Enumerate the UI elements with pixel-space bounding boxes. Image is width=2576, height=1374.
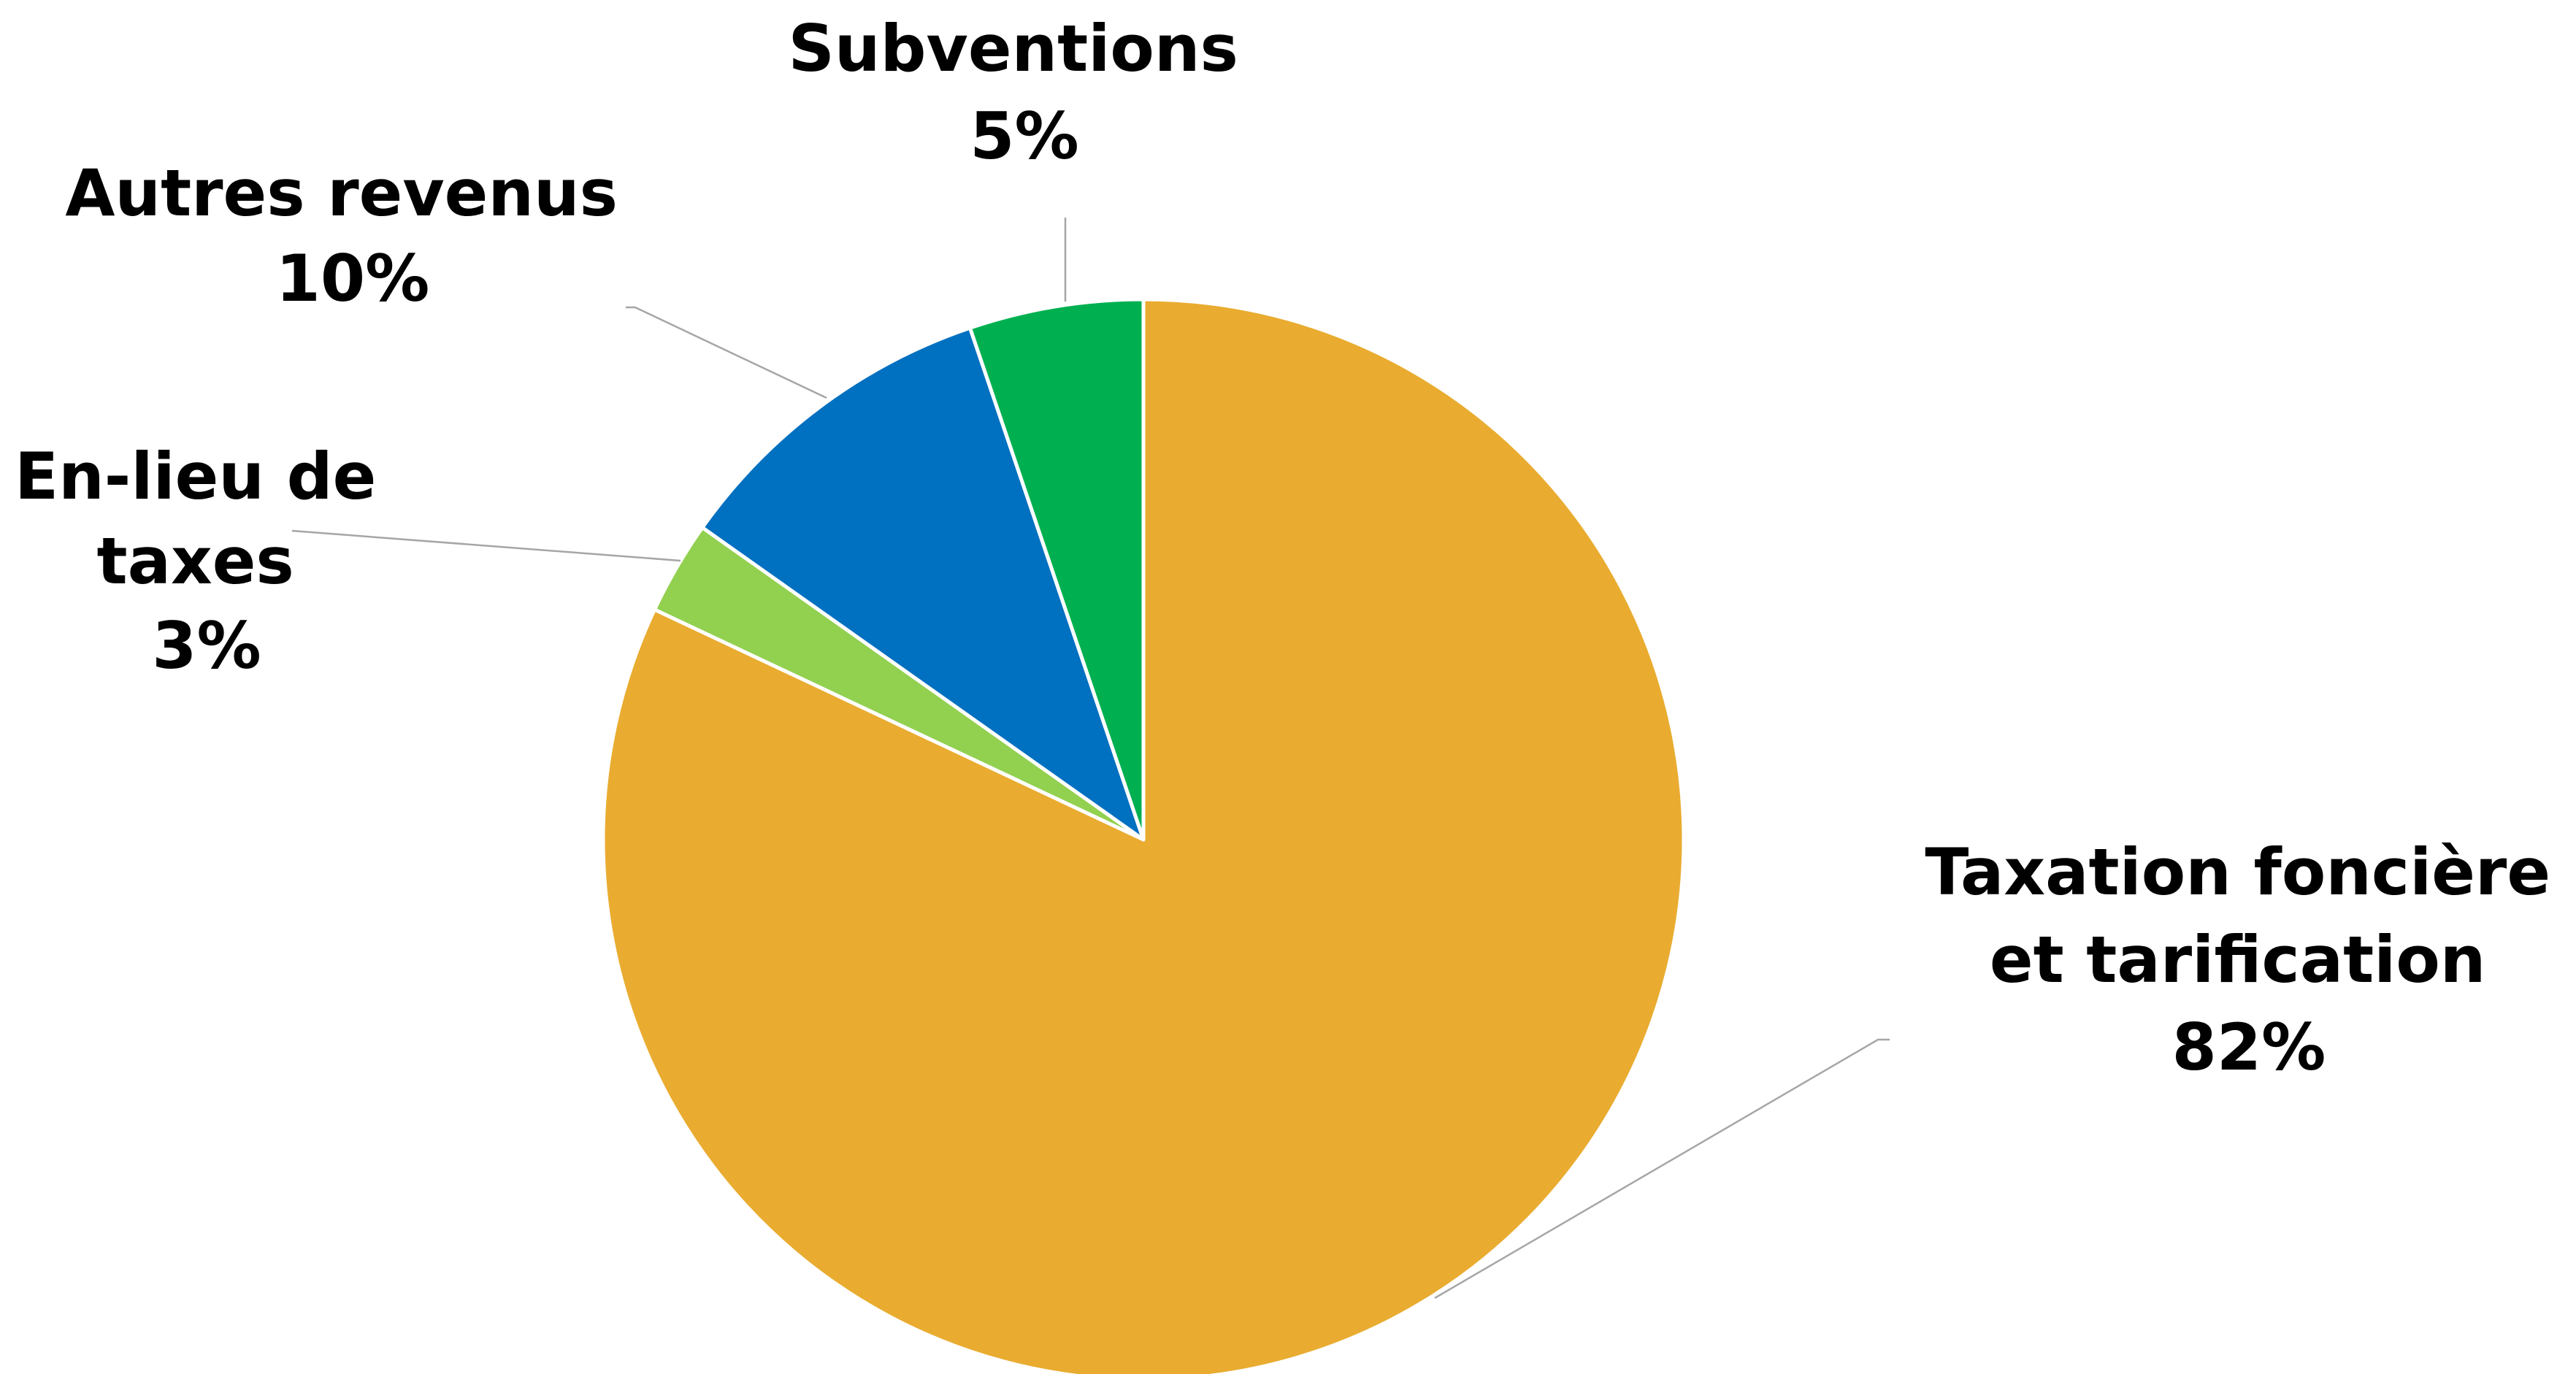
leader-line-taxation (1434, 1038, 1890, 1300)
pie-slice-autres (700, 326, 1146, 842)
slice-label-autres: Autres revenus 10% (65, 156, 640, 316)
slice-label-subventions: Subventions 5% (788, 11, 1260, 174)
slice-label-en-lieu: En-lieu de taxes 3% (15, 439, 399, 683)
slice-label-taxation: Taxation foncière et tarification 82% (1925, 834, 2572, 1085)
leader-line-en-lieu (291, 529, 681, 562)
leader-line-autres (626, 306, 827, 399)
pie-slice-taxation (601, 297, 1686, 1374)
pie-slices (601, 297, 1686, 1374)
pie-slice-subventions (968, 297, 1146, 842)
leader-lines (291, 218, 1890, 1300)
